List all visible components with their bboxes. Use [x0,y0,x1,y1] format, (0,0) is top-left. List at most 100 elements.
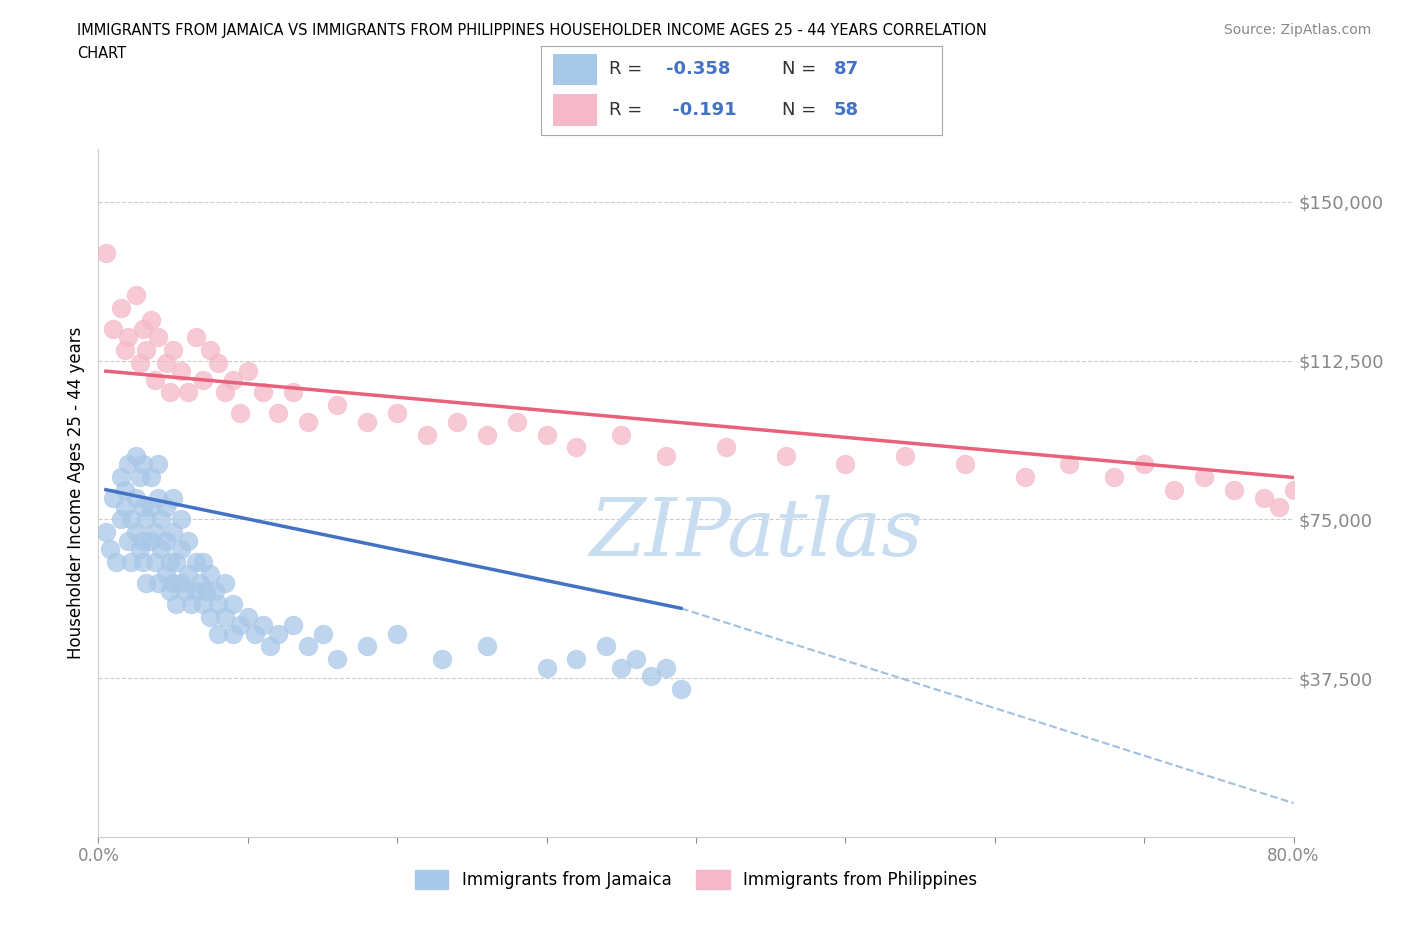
Point [267,406,290,421]
Point [110,300,132,315]
Point [169,364,191,379]
Legend: Immigrants from Jamaica, Immigrants from Philippines: Immigrants from Jamaica, Immigrants from… [406,861,986,897]
Point [150,541,173,556]
Point [139,533,162,548]
Point [177,567,200,582]
Point [120,512,142,526]
Text: R =: R = [609,101,648,119]
Point [132,533,155,548]
Point [180,597,202,612]
Point [245,626,267,641]
Point [98,541,122,556]
Point [162,342,184,357]
Point [125,525,148,539]
Point [475,427,498,442]
Point [229,618,252,632]
Point [162,491,184,506]
Point [117,457,139,472]
Point [191,554,214,569]
Point [159,554,181,569]
Point [165,597,187,612]
Text: 58: 58 [834,101,859,119]
Point [1014,470,1036,485]
Text: 87: 87 [834,60,859,78]
Text: IMMIGRANTS FROM JAMAICA VS IMMIGRANTS FROM PHILIPPINES HOUSEHOLDER INCOME AGES 2: IMMIGRANTS FROM JAMAICA VS IMMIGRANTS FR… [77,23,987,38]
Point [200,609,222,624]
Point [536,660,558,675]
Text: -0.191: -0.191 [665,101,737,119]
Point [1223,483,1246,498]
Point [222,597,245,612]
Point [110,512,132,526]
Point [236,609,259,624]
Point [565,652,588,667]
Point [114,342,136,357]
Point [595,639,617,654]
Point [117,533,139,548]
Point [162,525,184,539]
Point [1253,491,1275,506]
Point [125,448,148,463]
Point [214,385,236,400]
Point [229,406,252,421]
Point [169,512,191,526]
Point [94,246,117,260]
Point [200,342,222,357]
Point [125,491,148,506]
Point [169,541,191,556]
Point [159,584,181,599]
Point [135,342,157,357]
Point [120,554,142,569]
Point [385,626,409,641]
Point [148,330,170,345]
Point [184,584,207,599]
Point [311,626,333,641]
Y-axis label: Householder Income Ages 25 - 44 years: Householder Income Ages 25 - 44 years [66,326,84,659]
Point [184,330,207,345]
Point [191,372,214,387]
Point [1133,457,1156,472]
Point [155,499,177,514]
Point [129,355,152,370]
Point [714,440,737,455]
Point [610,660,633,675]
Point [191,597,214,612]
Point [174,584,197,599]
Point [177,385,200,400]
Point [326,652,349,667]
Point [655,660,678,675]
Point [1104,470,1126,485]
Point [1192,470,1215,485]
Text: ZIPatlas: ZIPatlas [589,496,922,573]
Point [204,584,226,599]
Point [105,554,128,569]
Point [148,576,170,591]
Bar [554,54,598,86]
Text: N =: N = [782,60,821,78]
Point [143,554,166,569]
Point [834,457,856,472]
Point [506,415,529,430]
Point [267,626,290,641]
Point [155,355,177,370]
Point [1372,512,1395,526]
Point [207,355,229,370]
Point [430,652,453,667]
Text: N =: N = [782,101,821,119]
Point [655,448,678,463]
Point [626,652,648,667]
Point [184,554,207,569]
Point [214,609,236,624]
Point [148,491,170,506]
Point [297,639,319,654]
Point [129,470,152,485]
Point [139,312,162,327]
Bar [554,94,598,126]
Point [103,322,125,337]
Point [150,512,173,526]
Point [1312,491,1334,506]
Point [103,491,125,506]
Point [356,415,378,430]
Point [110,470,132,485]
Point [259,639,281,654]
